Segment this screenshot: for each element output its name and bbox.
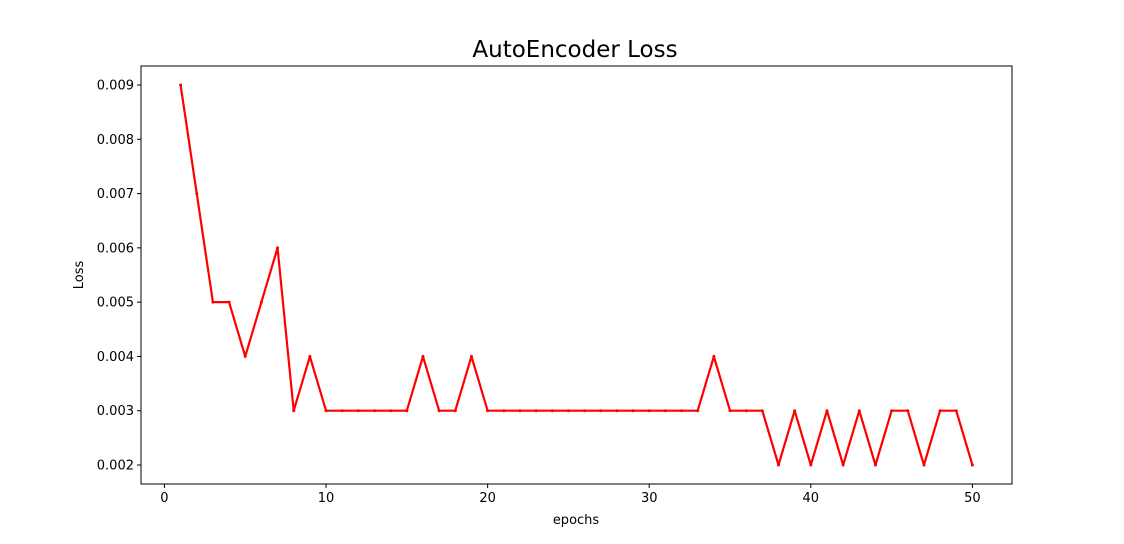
data-point <box>970 463 974 467</box>
data-point <box>227 300 231 304</box>
data-point <box>728 409 732 413</box>
x-axis-ticks: 0 10 20 30 40 50 <box>160 484 981 506</box>
data-point <box>647 409 651 413</box>
x-tick-label: 20 <box>479 491 496 506</box>
data-point <box>696 409 700 413</box>
x-axis-label: epochs <box>553 513 600 528</box>
data-point <box>179 83 183 87</box>
data-point <box>841 463 845 467</box>
data-point <box>486 409 490 413</box>
x-tick-label: 0 <box>160 491 168 506</box>
y-tick-label: 0.008 <box>97 133 134 148</box>
y-tick-label: 0.005 <box>97 296 134 311</box>
data-point <box>550 409 554 413</box>
data-point <box>744 409 748 413</box>
y-tick-label: 0.009 <box>97 79 134 94</box>
data-point <box>534 409 538 413</box>
y-axis-label: Loss <box>72 261 87 290</box>
data-point <box>793 409 797 413</box>
data-point <box>760 409 764 413</box>
data-point <box>469 354 473 358</box>
x-tick-label: 50 <box>964 491 981 506</box>
chart-title: AutoEncoder Loss <box>472 37 677 63</box>
data-point <box>324 409 328 413</box>
x-tick-label: 40 <box>803 491 820 506</box>
data-point <box>389 409 393 413</box>
data-point <box>890 409 894 413</box>
data-point <box>857 409 861 413</box>
y-tick-label: 0.006 <box>97 241 134 256</box>
data-point <box>356 409 360 413</box>
data-point <box>243 354 247 358</box>
data-point <box>566 409 570 413</box>
data-point <box>712 354 716 358</box>
data-point <box>809 463 813 467</box>
data-point <box>211 300 215 304</box>
x-tick-label: 30 <box>641 491 658 506</box>
y-tick-label: 0.004 <box>97 350 134 365</box>
data-point <box>825 409 829 413</box>
y-tick-label: 0.007 <box>97 187 134 202</box>
data-point <box>373 409 377 413</box>
data-point <box>453 409 457 413</box>
data-point <box>259 300 263 304</box>
axes-frame <box>140 65 1013 485</box>
data-point <box>680 409 684 413</box>
series-layer <box>179 83 974 467</box>
y-axis-ticks: 0.002 0.003 0.004 0.005 0.006 0.007 0.008 0.009 <box>97 79 141 474</box>
data-point <box>615 409 619 413</box>
data-point <box>954 409 958 413</box>
data-point <box>518 409 522 413</box>
data-point <box>599 409 603 413</box>
data-point <box>631 409 635 413</box>
data-point <box>663 409 667 413</box>
data-point <box>308 354 312 358</box>
data-point <box>583 409 587 413</box>
data-point <box>421 354 425 358</box>
data-point <box>776 463 780 467</box>
plot-area: 0 10 20 30 40 50 0.0020.0030.0040.0050.0060.0… <box>97 65 1013 506</box>
data-point <box>906 409 910 413</box>
data-point <box>276 246 280 250</box>
data-point <box>437 409 441 413</box>
loss-line <box>179 83 974 467</box>
data-point <box>405 409 409 413</box>
y-tick-label: 0.002 <box>97 459 134 474</box>
data-point <box>195 192 199 196</box>
data-point <box>873 463 877 467</box>
y-tick-label: 0.003 <box>97 404 134 419</box>
data-point <box>292 409 296 413</box>
data-point <box>938 409 942 413</box>
data-point <box>340 409 344 413</box>
data-point <box>502 409 506 413</box>
x-tick-label: 10 <box>318 491 335 506</box>
data-point <box>922 463 926 467</box>
